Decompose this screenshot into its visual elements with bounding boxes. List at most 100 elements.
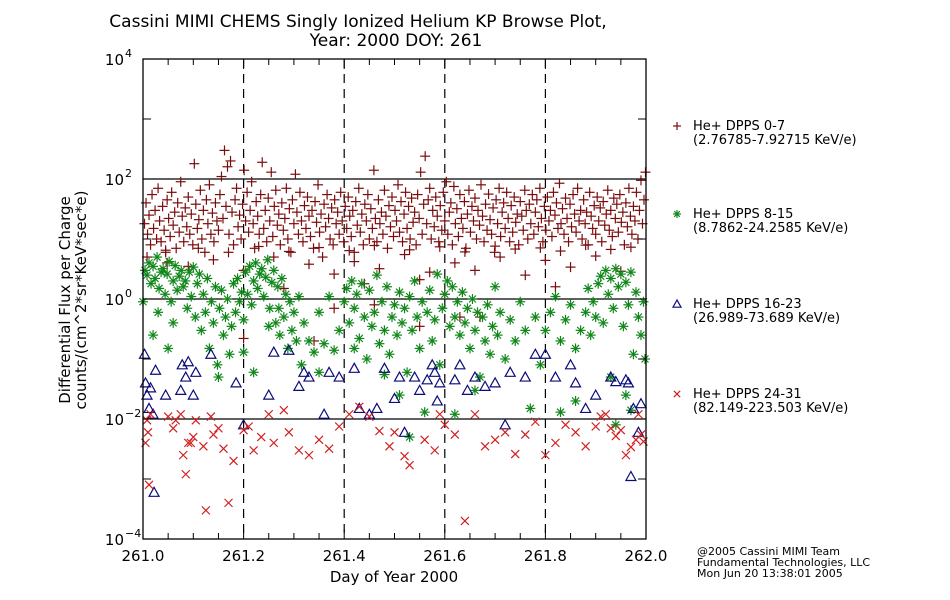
data-point-x [304,450,314,460]
triangle-shape [468,370,481,382]
data-point-asterisk [467,294,478,304]
data-point-asterisk [214,303,225,314]
x-stroke [354,402,364,412]
asterisk-stroke [594,279,603,288]
data-point-asterisk [276,273,287,284]
asterisk-stroke [209,318,218,327]
asterisk-stroke [219,331,228,340]
data-point-x [224,498,233,508]
data-point-plus [565,199,576,210]
legend-marker-triangle [671,298,683,308]
x-stroke [540,450,550,460]
triangle-shape [539,348,552,359]
asterisk-stroke [292,337,301,345]
asterisk-stroke [257,264,266,273]
data-point-plus [297,236,308,247]
data-point-asterisk [630,287,641,298]
data-point-plus [248,218,259,229]
data-point-x [364,412,374,421]
data-point-plus [347,205,358,216]
data-point-plus [208,236,219,247]
asterisk-stroke [221,313,230,321]
data-point-triangle [187,388,200,400]
asterisk-stroke [455,331,464,340]
triangle-shape [461,384,474,395]
x-stroke [435,409,445,419]
data-point-plus [386,192,397,203]
asterisk-stroke [227,322,236,331]
data-point-plus [254,229,265,240]
triangle-shape [323,366,336,377]
data-point-plus [222,161,233,172]
asterisk-stroke [360,313,369,321]
data-point-plus [217,213,228,224]
data-point-x [430,445,440,455]
asterisk-stroke [241,268,250,277]
x-stroke [344,409,354,419]
data-point-plus [535,242,546,253]
data-point-asterisk [389,299,400,310]
asterisk-stroke [264,322,273,331]
triangle-shape [624,470,637,482]
x-stroke [334,422,344,431]
data-point-plus [178,236,189,247]
data-point-plus [498,197,509,208]
data-point-asterisk [386,312,397,323]
data-point-asterisk [500,354,511,364]
data-point-plus [619,239,630,250]
asterisk-stroke [616,270,625,279]
triangle-shape [398,426,411,437]
data-point-asterisk [208,317,219,328]
asterisk-stroke [251,258,260,267]
data-point-asterisk [160,289,171,300]
data-point-x [601,409,611,419]
data-point-asterisk [213,372,224,383]
data-point-plus [228,239,239,250]
data-point-asterisk [565,299,576,310]
data-point-asterisk [434,359,445,370]
data-point-triangle [426,358,439,370]
data-point-x [219,444,228,454]
data-point-plus [605,205,616,216]
data-point-plus [236,234,247,244]
data-point-plus [148,223,159,234]
data-point-asterisk [520,325,531,336]
data-point-triangle [323,366,336,377]
data-point-plus [448,181,459,192]
data-point-x [440,420,450,430]
data-point-plus [208,254,219,265]
data-point-plus [607,231,618,242]
data-point-triangle [348,362,361,373]
asterisk-stroke [214,373,223,381]
asterisk-stroke [385,350,394,359]
data-point-plus [214,189,225,200]
data-point-plus [338,236,349,247]
x-stroke [374,426,384,436]
data-point-asterisk [212,359,223,370]
data-point-plus [555,218,566,229]
y-tick-label: 10 [105,531,124,549]
data-point-plus [614,189,625,200]
data-point-triangle [624,470,637,482]
data-point-plus [468,215,479,226]
data-point-plus [166,187,177,198]
x-stroke [460,516,470,526]
data-point-plus [522,234,533,244]
asterisk-stroke [471,386,479,395]
data-point-plus [245,205,256,216]
data-point-x [168,423,178,433]
data-point-asterisk [477,312,488,323]
asterisk-stroke [561,315,570,324]
triangle-shape [282,343,295,355]
x-stroke [430,445,440,455]
asterisk-stroke [205,344,214,353]
data-point-triangle [148,486,161,497]
x-stroke [551,438,560,448]
data-point-plus [335,187,346,198]
y-tick-exponent: 2 [125,167,132,180]
data-point-plus [165,231,176,242]
data-point-plus [476,179,487,190]
data-point-x [490,435,500,445]
data-point-plus [249,243,260,254]
data-point-asterisk [620,390,631,401]
